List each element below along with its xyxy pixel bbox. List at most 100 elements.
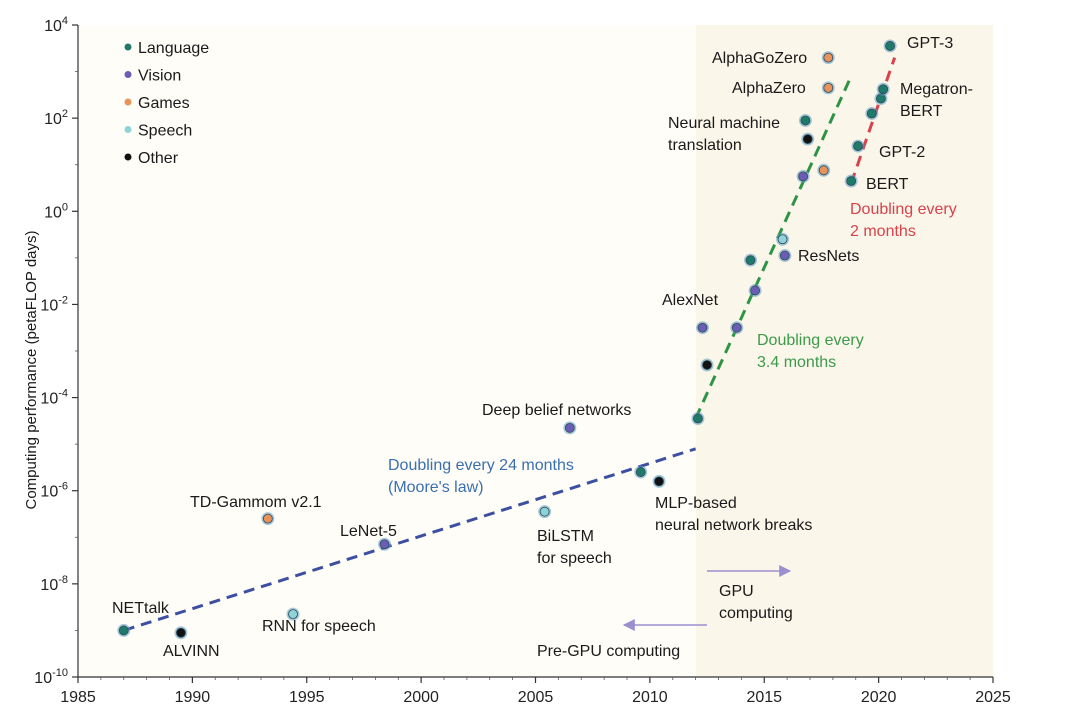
data-point-other [654, 476, 664, 487]
point-labels: NETtalk ALVINN TD-Gammom v2.1 RNN for sp… [112, 35, 973, 660]
x-axis-ticks: 1985 1990 1995 2000 2005 2010 2015 2020 2025 [60, 677, 1011, 706]
data-point-vision [798, 171, 809, 182]
label-megatron-1: Megatron- [900, 81, 973, 98]
x-tick-label: 2025 [975, 689, 1011, 706]
red-annotation-2: 2 months [850, 223, 916, 240]
x-tick-label: 2015 [746, 689, 782, 706]
gpu-era-background [695, 25, 993, 677]
label-alexnet: AlexNet [662, 292, 719, 309]
label-resnets: ResNets [798, 248, 859, 265]
y-tick-label: 10-8 [40, 574, 68, 594]
legend-swatch-other [124, 153, 132, 161]
label-nettalk: NETtalk [112, 600, 170, 617]
y-axis-title: Computing performance (petaFLOP days) [23, 230, 40, 509]
data-point-other [176, 627, 186, 638]
data-point-games [823, 82, 834, 93]
trend-line-2 [849, 57, 897, 184]
data-point-vision [731, 322, 742, 333]
x-tick-label: 1995 [289, 689, 325, 706]
data-point-speech [539, 506, 550, 517]
label-alphagozero: AlphaGoZero [712, 50, 807, 67]
trend-line-1 [694, 75, 853, 420]
red-annotation-1: Doubling every [850, 201, 957, 218]
data-point-games [818, 165, 829, 176]
label-rnn-speech: RNN for speech [262, 618, 376, 635]
y-tick-label: 10-10 [34, 667, 68, 687]
legend-label-language: Language [138, 40, 209, 57]
label-lenet5: LeNet-5 [340, 523, 397, 540]
label-nmt-1: Neural machine [668, 115, 780, 132]
y-axis-ticks: 104 102 100 10-2 10-4 10-6 10-8 10-10 [34, 15, 78, 687]
data-points [117, 39, 897, 640]
data-point-language [118, 625, 129, 636]
legend: Language Vision Games Speech Other [124, 40, 209, 167]
x-tick-label: 1985 [60, 689, 96, 706]
data-point-vision [750, 285, 760, 296]
x-tick-label: 2020 [861, 689, 897, 706]
label-mlp-1: MLP-based [655, 495, 737, 512]
label-deep-belief: Deep belief networks [482, 402, 631, 419]
data-point-games [262, 513, 273, 524]
legend-swatch-speech [124, 126, 132, 133]
y-tick-label: 10-4 [40, 388, 68, 408]
legend-swatch-vision [124, 71, 132, 78]
label-bilstm-1: BiLSTM [537, 528, 594, 545]
green-annotation-2: 3.4 months [757, 354, 836, 371]
legend-swatch-language [124, 43, 132, 51]
pre-gpu-label: Pre-GPU computing [537, 643, 680, 660]
pre-gpu-background [78, 25, 696, 677]
label-gpt2: GPT-2 [879, 144, 925, 161]
data-point-language [693, 413, 703, 424]
data-point-other [702, 360, 712, 370]
x-tick-label: 2010 [632, 689, 668, 706]
label-mlp-2: neural network breaks [655, 517, 812, 534]
data-point-other [802, 134, 813, 145]
moore-annotation-2: (Moore's law) [388, 479, 484, 496]
legend-label-vision: Vision [138, 68, 181, 85]
gpu-label-1: GPU [719, 583, 754, 600]
legend-label-other: Other [138, 150, 179, 167]
legend-swatch-games [124, 98, 132, 106]
label-alphazero: AlphaZero [732, 80, 806, 97]
data-point-language [745, 255, 756, 266]
x-tick-label: 2000 [403, 689, 439, 706]
data-point-games [823, 52, 834, 63]
data-point-vision [697, 322, 708, 333]
trend-lines [123, 57, 897, 632]
moore-annotation-1: Doubling every 24 months [388, 457, 574, 474]
y-tick-label: 10-2 [40, 294, 68, 314]
data-point-language [885, 41, 895, 51]
data-point-language [866, 108, 877, 119]
data-point-vision [779, 250, 790, 261]
data-point-vision [379, 539, 390, 550]
y-tick-label: 104 [44, 15, 68, 35]
label-td-gammon: TD-Gammom v2.1 [190, 494, 322, 511]
data-point-speech [288, 609, 298, 620]
data-point-language [878, 84, 889, 95]
legend-label-games: Games [138, 95, 190, 112]
label-megatron-2: BERT [900, 103, 943, 120]
era-arrows: GPU computing Pre-GPU computing [537, 565, 793, 660]
x-tick-label: 2005 [518, 689, 554, 706]
data-point-language [846, 176, 857, 186]
data-point-vision [564, 422, 575, 433]
data-point-language [635, 467, 646, 477]
data-point-language [800, 115, 811, 126]
green-annotation-1: Doubling every [757, 332, 864, 349]
y-tick-label: 10-6 [40, 481, 68, 501]
trend-annotations: Doubling every 24 months (Moore's law) D… [388, 201, 957, 496]
gpu-label-2: computing [719, 605, 793, 622]
y-tick-label: 102 [44, 108, 68, 128]
x-tick-label: 1990 [175, 689, 211, 706]
data-point-speech [777, 234, 788, 245]
label-alvinn: ALVINN [163, 643, 220, 660]
legend-label-speech: Speech [138, 123, 192, 140]
label-nmt-2: translation [668, 137, 742, 154]
trend-line-0 [123, 447, 697, 632]
label-gpt3: GPT-3 [907, 35, 953, 52]
label-bilstm-2: for speech [537, 550, 612, 567]
y-tick-label: 100 [44, 201, 68, 221]
label-bert: BERT [866, 176, 909, 193]
data-point-language [853, 141, 863, 151]
